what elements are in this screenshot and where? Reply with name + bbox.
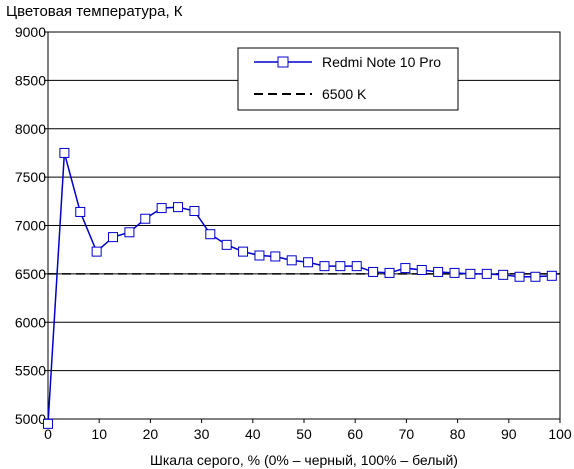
y-axis-ticks: 5000 5500 6000 6500 7000 7500 8000 8500 9000 xyxy=(15,24,48,427)
data-point-redmi xyxy=(270,251,281,262)
data-point-redmi xyxy=(156,203,167,214)
data-point-redmi xyxy=(303,257,314,268)
data-point-redmi xyxy=(546,270,557,281)
data-point-redmi xyxy=(238,246,249,257)
legend-label-redmi: Redmi Note 10 Pro xyxy=(322,54,441,70)
data-point-redmi xyxy=(498,269,509,280)
data-point-redmi xyxy=(286,255,297,266)
data-point-redmi xyxy=(530,271,541,282)
data-point-redmi xyxy=(384,267,395,278)
x-tick-label: 50 xyxy=(296,426,312,442)
data-point-redmi xyxy=(254,250,265,261)
x-tick-label: 30 xyxy=(194,426,210,442)
data-point-redmi xyxy=(75,206,86,217)
data-point-redmi xyxy=(368,266,379,277)
y-tick-label: 6500 xyxy=(15,266,46,282)
data-point-redmi xyxy=(91,246,102,257)
data-point-redmi xyxy=(465,268,476,279)
x-axis-title: Шкала серого, % (0% – черный, 100% – бел… xyxy=(150,452,458,468)
legend-label-6500k: 6500 K xyxy=(322,86,367,102)
x-tick-label: 80 xyxy=(450,426,466,442)
data-point-redmi xyxy=(221,239,232,250)
data-point-redmi xyxy=(189,205,200,216)
y-tick-label: 8000 xyxy=(15,121,46,137)
data-point-redmi xyxy=(124,227,135,238)
data-point-redmi xyxy=(433,266,444,277)
x-tick-label: 90 xyxy=(501,426,517,442)
series-layer xyxy=(43,147,560,429)
x-tick-label: 40 xyxy=(245,426,261,442)
data-point-redmi xyxy=(205,229,216,240)
y-axis-title: Цветовая температура, К xyxy=(6,3,183,20)
legend-box xyxy=(237,47,459,111)
y-tick-label: 7500 xyxy=(15,169,46,185)
data-point-redmi xyxy=(335,261,346,272)
x-tick-label: 10 xyxy=(91,426,107,442)
y-tick-label: 8500 xyxy=(15,72,46,88)
y-tick-label: 5500 xyxy=(15,363,46,379)
y-tick-label: 6000 xyxy=(15,314,46,330)
x-tick-label: 0 xyxy=(44,426,52,442)
data-point-redmi xyxy=(319,261,330,272)
data-point-redmi xyxy=(173,202,184,213)
x-tick-label: 20 xyxy=(143,426,159,442)
legend: Redmi Note 10 Pro 6500 K xyxy=(237,47,459,111)
data-point-redmi xyxy=(108,232,119,243)
y-tick-label: 5000 xyxy=(15,411,46,427)
data-point-redmi xyxy=(416,265,427,276)
data-point-redmi xyxy=(59,147,70,158)
data-point-redmi xyxy=(449,267,460,278)
data-point-redmi xyxy=(43,418,53,429)
data-point-redmi xyxy=(351,261,362,272)
x-axis-ticks: 0 10 20 30 40 50 60 70 80 90 100 xyxy=(44,419,572,442)
series-line-redmi xyxy=(47,152,552,424)
data-point-redmi xyxy=(140,213,151,224)
y-tick-label: 7000 xyxy=(15,218,46,234)
data-point-redmi xyxy=(481,268,492,279)
x-tick-label: 70 xyxy=(399,426,415,442)
x-tick-label: 100 xyxy=(548,426,572,442)
y-tick-label: 9000 xyxy=(15,24,46,40)
x-tick-label: 60 xyxy=(347,426,363,442)
grid-lines xyxy=(48,79,560,372)
data-point-redmi xyxy=(400,263,411,274)
legend-marker-redmi xyxy=(277,56,289,68)
data-point-redmi xyxy=(514,271,525,282)
